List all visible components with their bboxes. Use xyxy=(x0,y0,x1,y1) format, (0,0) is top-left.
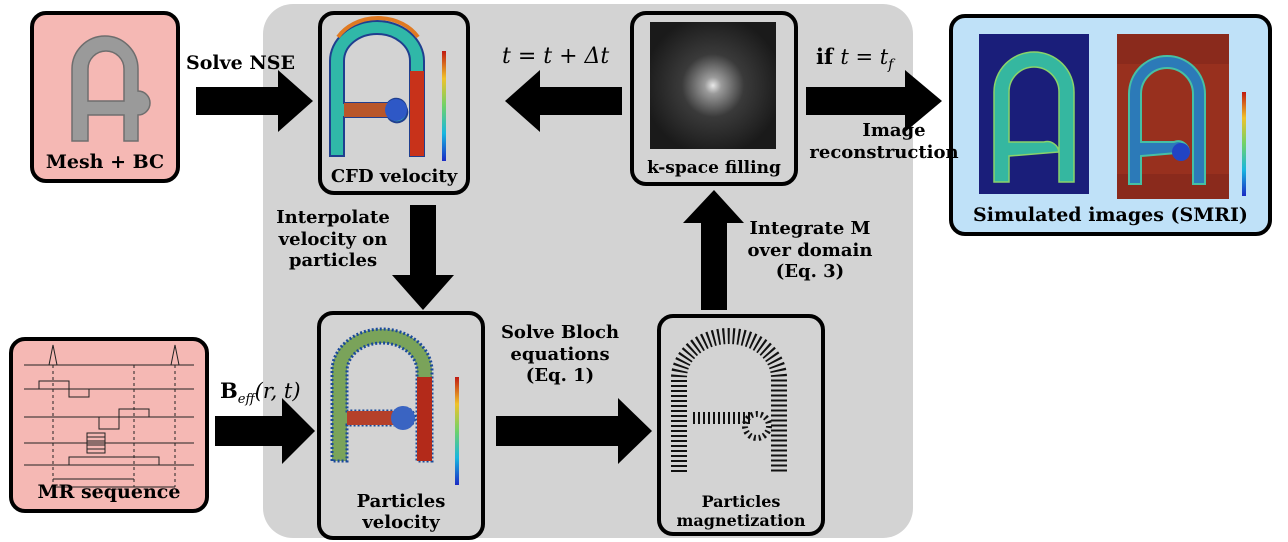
smri-images xyxy=(979,34,1246,199)
integrate-line2: over domain xyxy=(747,239,873,261)
tf-subscript: f xyxy=(888,57,894,74)
mesh-bc-label: Mesh + BC xyxy=(45,151,165,173)
integrate-label: Integrate M over domain (Eq. 3) xyxy=(740,218,880,283)
interpolate-line2: velocity on xyxy=(278,228,388,250)
arrow-kspace-to-smri xyxy=(806,70,942,132)
integrate-line3: (Eq. 3) xyxy=(775,261,845,283)
cfd-velocity-box: CFD velocity xyxy=(318,11,470,195)
arrow-kspace-to-cfd xyxy=(505,70,622,132)
mesh-bc-box: Mesh + BC xyxy=(30,11,180,183)
recon-label: Image reconstruction xyxy=(809,120,962,163)
time-step-label: t = t + Δt xyxy=(502,44,610,69)
particles-magnetization-label: Particles magnetization xyxy=(661,492,821,530)
particles-velocity-image xyxy=(330,327,459,485)
if-tf-label: if t = tf xyxy=(816,44,893,74)
smri-label: Simulated images (SMRI) xyxy=(973,204,1248,226)
particles-velocity-label: Particles velocity xyxy=(321,491,481,534)
cfd-velocity-image xyxy=(329,16,446,161)
particles-magnetization-line2: magnetization xyxy=(676,510,806,530)
particles-magnetization-box: Particles magnetization xyxy=(657,314,825,536)
particles-velocity-line1: Particles xyxy=(356,490,446,512)
cfd-velocity-label: CFD velocity xyxy=(330,166,458,187)
arrow-particles-to-magnetization xyxy=(496,398,652,464)
interpolate-label: Interpolate velocity on particles xyxy=(268,207,398,272)
particles-velocity-line2: velocity xyxy=(362,512,440,534)
arrow-mr-to-particles xyxy=(215,398,315,464)
particles-magnetization-line1: Particles xyxy=(701,491,781,511)
tf-expression: t = t xyxy=(840,45,889,69)
mr-sequence-box: MR sequence xyxy=(9,337,209,513)
recon-line1: Image xyxy=(862,120,926,141)
if-word: if xyxy=(816,44,834,69)
interpolate-line3: particles xyxy=(288,250,378,272)
bloch-line2: equations xyxy=(510,343,610,365)
bloch-line1: Solve Bloch xyxy=(500,322,620,343)
mr-sequence-label: MR sequence xyxy=(37,481,181,503)
smri-box: Simulated images (SMRI) xyxy=(949,14,1272,236)
particles-magnetization-image xyxy=(671,328,787,472)
integrate-line1: Integrate M xyxy=(749,218,871,239)
bloch-line3: (Eq. 1) xyxy=(525,365,595,387)
pulse-sequence-diagram xyxy=(24,344,194,488)
kspace-image xyxy=(650,22,776,149)
kspace-label: k-space filling xyxy=(647,158,781,178)
kspace-box: k-space filling xyxy=(630,11,798,186)
solve-nse-label: Solve NSE xyxy=(186,52,295,74)
particles-velocity-box: Particles velocity xyxy=(317,311,485,540)
beff-arguments: (r, t) xyxy=(254,379,301,403)
mesh-figure xyxy=(71,35,151,142)
beff-label: Beff(r, t) xyxy=(220,378,301,408)
arrow-cfd-to-particles xyxy=(392,205,454,310)
arrow-magnetization-to-kspace xyxy=(683,190,744,310)
bloch-label: Solve Bloch equations (Eq. 1) xyxy=(494,322,626,387)
recon-line2: reconstruction xyxy=(809,141,959,163)
interpolate-line1: Interpolate xyxy=(276,207,390,228)
beff-symbol: B xyxy=(220,378,238,403)
beff-subscript: eff xyxy=(237,392,255,408)
arrow-mesh-to-cfd xyxy=(196,70,313,132)
